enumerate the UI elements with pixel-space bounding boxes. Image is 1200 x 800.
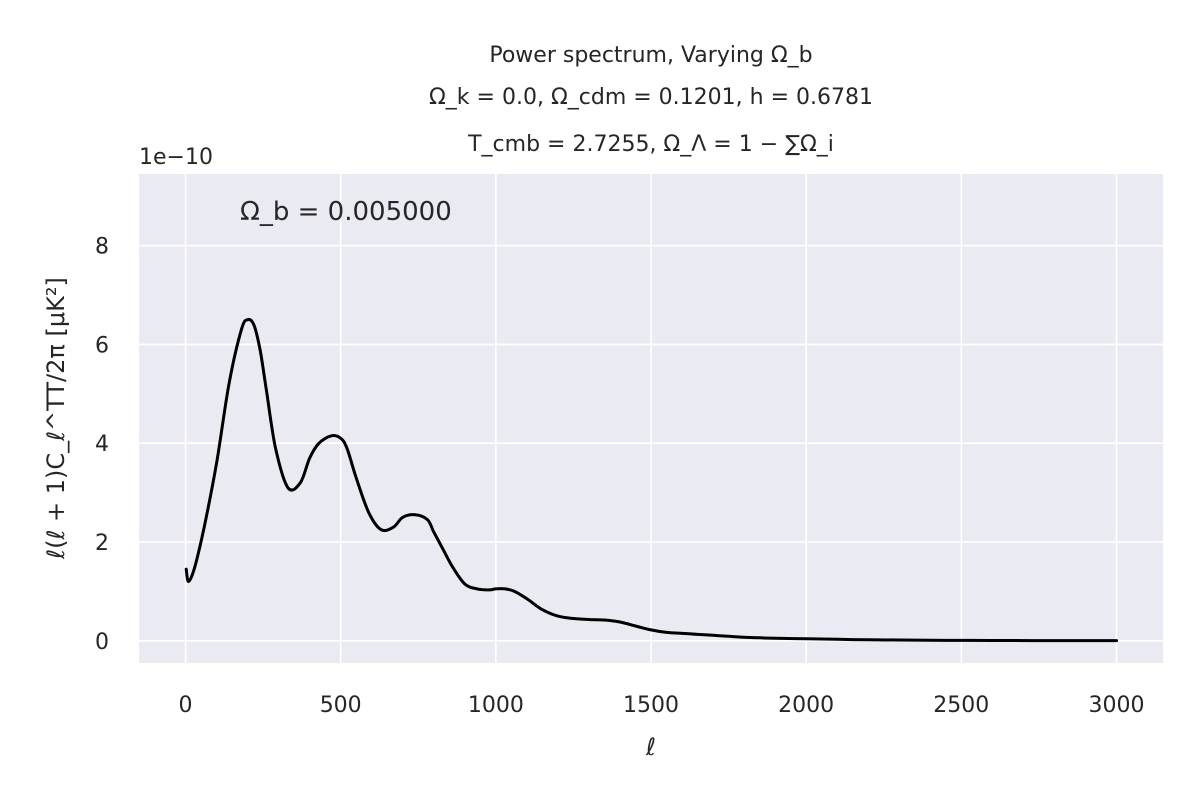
tick-labels: 0 500 1000 1500 2000 2500 3000 0 2 4 6 8 — [95, 235, 1144, 718]
y-tick-label: 6 — [95, 333, 109, 358]
x-tick-label: 2500 — [933, 693, 989, 718]
x-tick-label: 1000 — [468, 693, 524, 718]
x-axis-label: ℓ — [645, 733, 656, 761]
y-tick-label: 0 — [95, 630, 109, 655]
y-offset-text: 1e−10 — [139, 145, 213, 170]
x-tick-label: 1500 — [623, 693, 679, 718]
y-axis-label: ℓ(ℓ + 1)C_ℓ^TT/2π [μK²] — [42, 277, 70, 560]
y-tick-label: 8 — [95, 235, 109, 260]
x-tick-label: 2000 — [778, 693, 834, 718]
omega-b-annotation: Ω_b = 0.005000 — [240, 197, 452, 227]
y-tick-label: 4 — [95, 432, 109, 457]
x-tick-label: 0 — [179, 693, 193, 718]
chart-title-line-3: T_cmb = 2.7255, Ω_Λ = 1 − ∑Ω_i — [467, 132, 834, 157]
grid-lines — [139, 174, 1163, 663]
spectrum-line — [184, 317, 1118, 643]
x-tick-label: 500 — [320, 693, 362, 718]
chart-title-line-2: Ω_k = 0.0, Ω_cdm = 0.1201, h = 0.6781 — [429, 85, 873, 110]
chart-title-line-1: Power spectrum, Varying Ω_b — [489, 43, 812, 68]
x-tick-label: 3000 — [1088, 693, 1144, 718]
y-tick-label: 2 — [95, 531, 109, 556]
